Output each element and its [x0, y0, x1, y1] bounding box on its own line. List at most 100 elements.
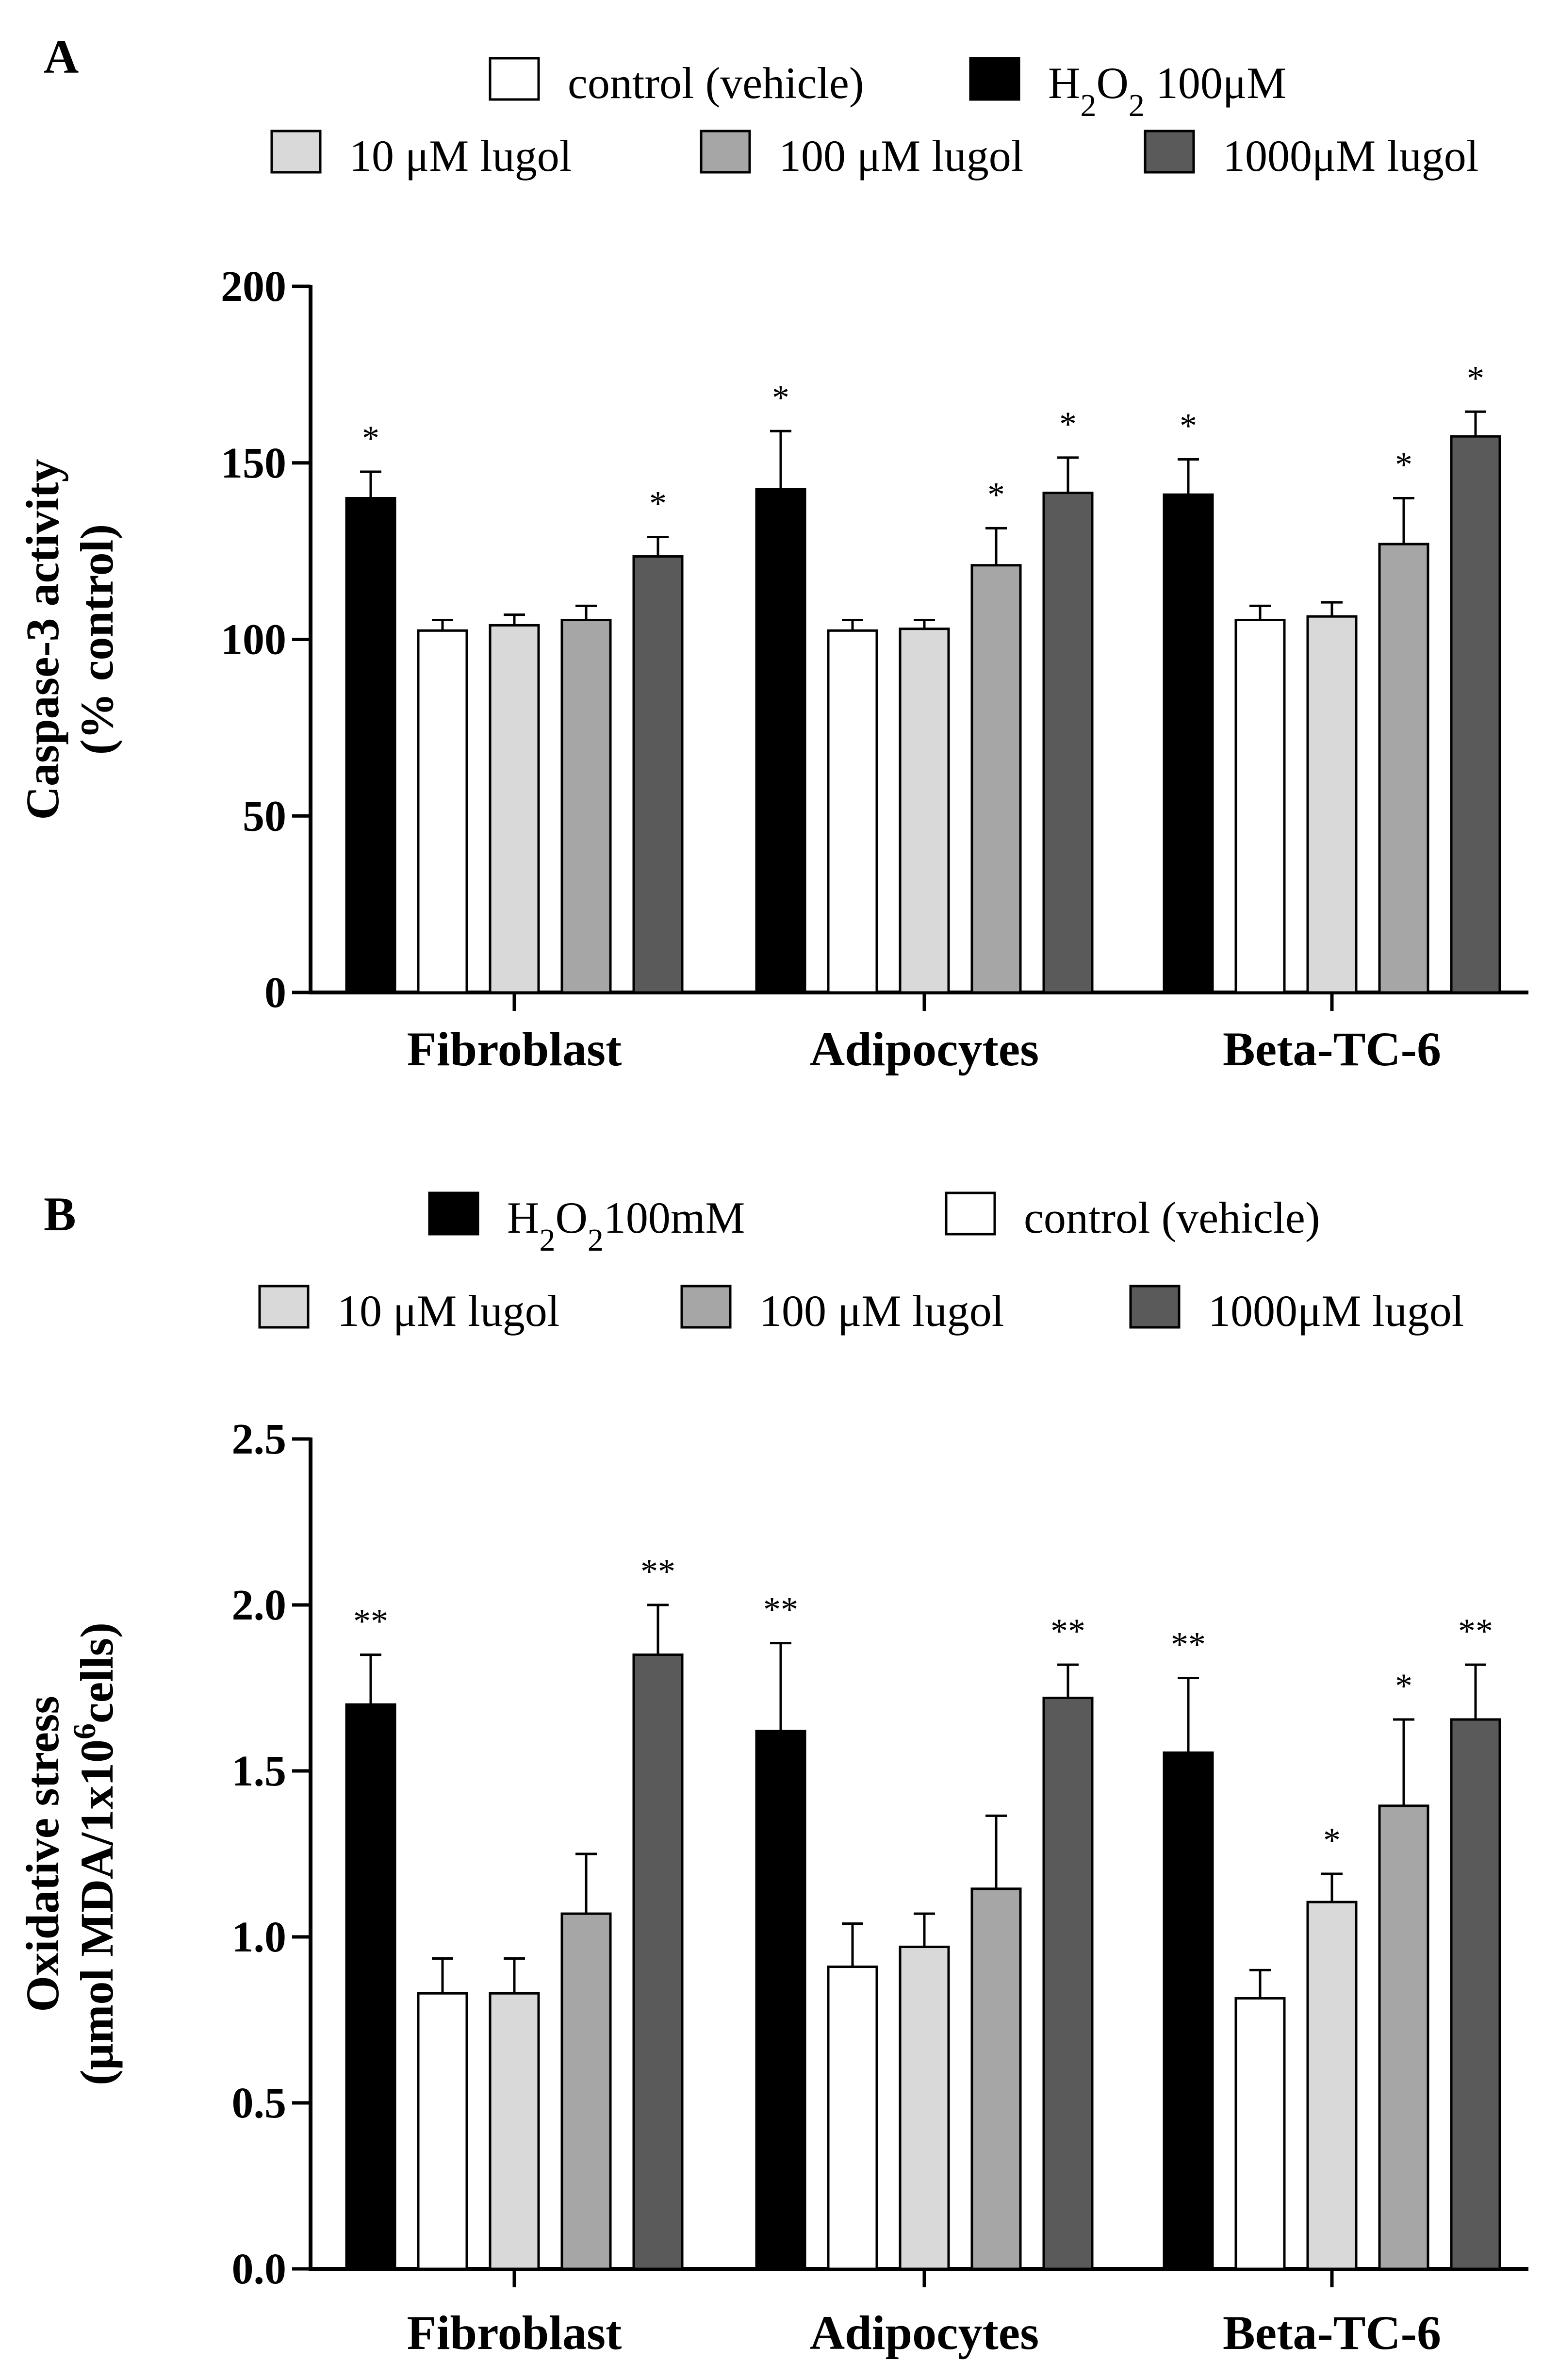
bar [827, 629, 878, 994]
significance-mark: * [772, 378, 789, 417]
significance-mark: * [987, 475, 1005, 514]
panel-letter: A [44, 30, 79, 83]
significance-mark: ** [1171, 1625, 1206, 1664]
bar [1234, 618, 1286, 994]
legend-item: 1000μM lugol [1129, 1285, 1464, 1336]
y-tick-label: 0.5 [232, 2079, 287, 2127]
legend-item: 100 μM lugol [680, 1285, 1004, 1336]
legend-label: 10 μM lugol [337, 1286, 559, 1336]
legend-item: 1000μM lugol [1144, 130, 1478, 181]
significance-mark: ** [1050, 1612, 1085, 1651]
bar [1042, 492, 1094, 994]
significance-mark: * [649, 484, 667, 523]
legend-item: 10 μM lugol [258, 1285, 559, 1336]
significance-mark: ** [1458, 1612, 1493, 1651]
y-axis-label-line2: (μmol MDA/1x106cells) [67, 1622, 123, 2085]
bar [1378, 1804, 1429, 2270]
legend-item: control (vehicle) [945, 1191, 1320, 1242]
category-label: Adipocytes [810, 1022, 1039, 1076]
y-axis-label-line1: Caspase-3 activity [16, 459, 68, 820]
y-tick-label: 50 [243, 792, 286, 840]
y-tick-label: 2.0 [232, 1581, 287, 1629]
significance-mark: * [1395, 446, 1412, 484]
legend: H2O2100mM control (vehicle) 10 μM lugol 100… [258, 1191, 1464, 1336]
legend-item: control (vehicle) [489, 57, 864, 108]
bar [1234, 1997, 1286, 2270]
legend-swatch [1129, 1285, 1181, 1329]
axes: 0.0 0.5 1.0 1.5 2.0 2.5 Fibroblast Adipocytes Be… [232, 1415, 1528, 2360]
bar [417, 629, 468, 994]
y-tick-label: 0.0 [232, 2245, 287, 2293]
y-tick-label: 100 [221, 616, 286, 664]
significance-mark: ** [640, 1552, 675, 1591]
category-label: Fibroblast [407, 1022, 622, 1076]
bar [489, 624, 540, 994]
bar [345, 1703, 396, 2270]
legend-swatch [969, 57, 1020, 101]
legend-item: 100 μM lugol [700, 130, 1023, 181]
axes: 0 50 100 150 200 Fibroblast Adipocytes Beta-TC-… [221, 263, 1528, 1076]
chart-panel-b: B H2O2100mM control (vehicle) 10 μM lugol 10… [16, 1187, 1528, 2360]
legend-label: control (vehicle) [1024, 1193, 1320, 1242]
y-tick-label: 150 [221, 439, 286, 487]
y-axis-label-line1: Oxidative stress [16, 1696, 68, 2012]
bar [1306, 615, 1358, 994]
panel-letter: B [44, 1187, 76, 1241]
significance-mark: ** [353, 1602, 388, 1641]
bar [1450, 1718, 1501, 2270]
y-axis-label: Caspase-3 activity(% control) [16, 459, 123, 820]
legend-label: 100 μM lugol [759, 1286, 1004, 1336]
significance-mark: * [1395, 1667, 1412, 1705]
bar [345, 497, 396, 994]
bar [970, 1887, 1022, 2270]
bar [632, 555, 684, 994]
bar [489, 1992, 540, 2270]
category-label: Beta-TC-6 [1223, 1022, 1441, 1076]
bar [1378, 543, 1429, 994]
category-label: Adipocytes [810, 2306, 1039, 2360]
bar [899, 1946, 950, 2270]
bar [899, 628, 950, 994]
legend-swatch [1144, 130, 1195, 174]
legend-label: 1000μM lugol [1208, 1286, 1464, 1336]
y-axis-label-line2: (% control) [71, 524, 123, 755]
legend-label: 100 μM lugol [779, 131, 1023, 181]
bar [827, 1966, 878, 2270]
legend-swatch [428, 1191, 479, 1236]
significance-mark: * [1059, 405, 1077, 444]
significance-mark: * [1180, 406, 1197, 445]
bar [1163, 493, 1214, 994]
bar [560, 618, 612, 994]
y-tick-label: 200 [221, 263, 286, 311]
bar [1042, 1697, 1094, 2270]
legend-item: H2O2 100μM [969, 57, 1286, 123]
legend-swatch [270, 130, 322, 174]
y-tick-label: 1.0 [232, 1913, 287, 1961]
bar [1450, 435, 1501, 994]
bar [1306, 1901, 1358, 2270]
legend-swatch [258, 1285, 310, 1329]
legend-item: H2O2100mM [428, 1191, 745, 1258]
legend-swatch [945, 1191, 996, 1236]
bar [970, 564, 1022, 994]
significance-mark: ** [763, 1590, 798, 1629]
bars: * * * * * * * * [345, 359, 1501, 994]
y-tick-label: 2.5 [232, 1415, 287, 1463]
bars: ******** ****** [345, 1552, 1501, 2270]
category-label: Fibroblast [407, 2306, 622, 2360]
significance-mark: * [1467, 359, 1484, 397]
legend-item: 10 μM lugol [270, 130, 572, 181]
legend-label: control (vehicle) [568, 58, 864, 108]
y-tick-label: 1.5 [232, 1747, 287, 1795]
legend-label: 10 μM lugol [349, 131, 572, 181]
legend-swatch [680, 1285, 732, 1329]
bar [632, 1653, 684, 2270]
y-axis-label: Oxidative stress(μmol MDA/1x106cells) [16, 1622, 123, 2085]
significance-mark: * [1323, 1821, 1341, 1860]
legend-swatch [700, 130, 751, 174]
bar [755, 488, 806, 994]
significance-mark: * [362, 419, 379, 458]
legend-label: 1000μM lugol [1223, 131, 1478, 181]
